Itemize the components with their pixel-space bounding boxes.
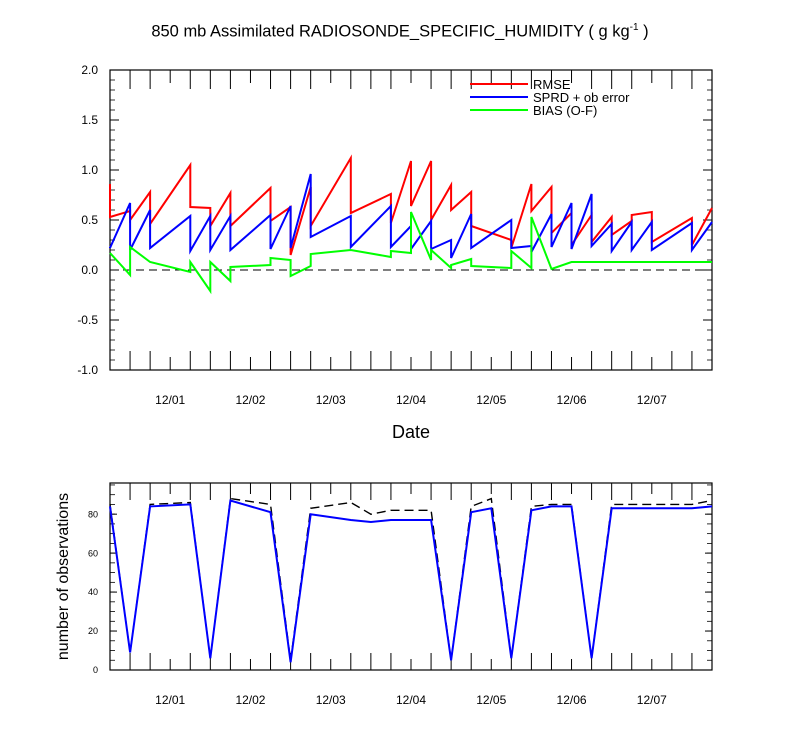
bottom-xtick-label: 12/05 bbox=[476, 693, 506, 707]
chart-title-main: 850 mb Assimilated RADIOSONDE_SPECIFIC_H… bbox=[151, 22, 630, 41]
chart-title-close: ) bbox=[638, 22, 649, 41]
top-series-rmse-line bbox=[109, 154, 713, 256]
bottom-ytick-label: 60 bbox=[88, 548, 98, 558]
top-xtick-label: 12/07 bbox=[637, 393, 667, 407]
legend-label-3: BIAS (O-F) bbox=[533, 103, 597, 118]
top-ytick-label: 2.0 bbox=[81, 63, 98, 77]
bottom-xtick-label: 12/02 bbox=[235, 693, 265, 707]
top-xtick-label: 12/03 bbox=[316, 393, 346, 407]
top-xtick-label: 12/02 bbox=[235, 393, 265, 407]
top-ytick-label: -0.5 bbox=[77, 313, 98, 327]
bottom-xtick-label: 12/03 bbox=[316, 693, 346, 707]
bottom-ytick-label: 0 bbox=[93, 665, 98, 675]
bottom-xtick-label: 12/06 bbox=[557, 693, 587, 707]
top-ytick-label: 1.0 bbox=[81, 163, 98, 177]
top-ytick-label: 0.0 bbox=[81, 263, 98, 277]
top-xtick-label: 12/04 bbox=[396, 393, 426, 407]
legend-label-1: RMSE bbox=[533, 77, 571, 92]
bottom-xtick-label: 12/01 bbox=[155, 693, 185, 707]
bottom-ylabel: number of observations bbox=[55, 493, 72, 660]
bottom-ytick-label: 20 bbox=[88, 626, 98, 636]
top-ytick-label: 1.5 bbox=[81, 113, 98, 127]
top-series-sprd-ob-error-line bbox=[109, 173, 713, 259]
top-xtick-label: 12/01 bbox=[155, 393, 185, 407]
chart-title: 850 mb Assimilated RADIOSONDE_SPECIFIC_H… bbox=[0, 22, 800, 42]
bottom-xtick-label: 12/04 bbox=[396, 693, 426, 707]
chart-title-superscript: -1 bbox=[629, 22, 639, 33]
top-xtick-label: 12/05 bbox=[476, 393, 506, 407]
top-ytick-label: 0.5 bbox=[81, 213, 98, 227]
bottom-series-solid-line bbox=[109, 499, 713, 663]
top-xtick-label: 12/06 bbox=[557, 393, 587, 407]
legend-label-2: SPRD + ob error bbox=[533, 90, 630, 105]
bottom-ytick-label: 40 bbox=[88, 587, 98, 597]
top-ytick-label: -1.0 bbox=[77, 363, 98, 377]
bottom-ytick-label: 80 bbox=[88, 509, 98, 519]
bottom-xtick-label: 12/07 bbox=[637, 693, 667, 707]
top-xlabel: Date bbox=[392, 422, 430, 442]
top-series-bias-o-f-line bbox=[109, 211, 712, 295]
